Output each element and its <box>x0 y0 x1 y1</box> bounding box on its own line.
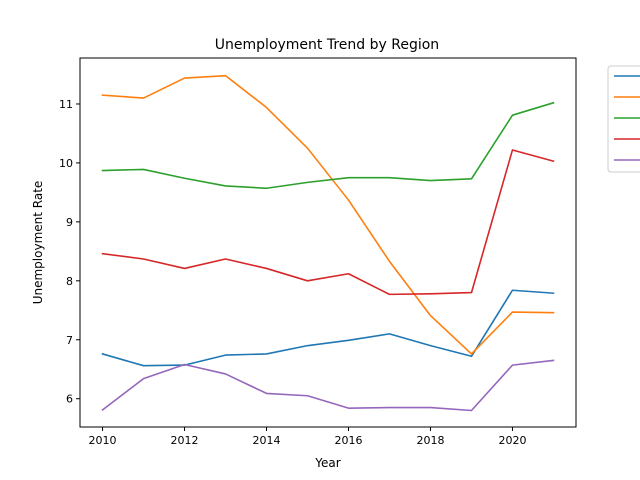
y-tick-label: 11 <box>59 98 73 111</box>
x-tick-label: 2020 <box>498 434 526 447</box>
x-tick-label: 2010 <box>89 434 117 447</box>
series-line-1 <box>101 289 555 367</box>
y-tick-label: 9 <box>66 216 73 229</box>
series-line-2 <box>101 74 555 355</box>
plot-area <box>79 57 577 428</box>
chart-title: Unemployment Trend by Region <box>215 37 439 53</box>
x-tick-label: 2018 <box>416 434 444 447</box>
series-line-5 <box>101 359 555 412</box>
y-tick-label: 7 <box>66 334 73 347</box>
y-axis: 6 7 8 9 10 11 <box>59 98 80 406</box>
x-axis: 2010 2012 2014 2016 2018 2020 <box>89 427 526 447</box>
series-line-3 <box>101 101 555 190</box>
x-tick-label: 2016 <box>334 434 362 447</box>
x-tick-label: 2014 <box>253 434 281 447</box>
x-axis-label: Year <box>314 456 340 470</box>
y-tick-label: 8 <box>66 275 73 288</box>
legend-box <box>607 65 640 173</box>
series-line-4 <box>101 149 555 296</box>
y-axis-label: Unemployment Rate <box>31 181 45 305</box>
y-tick-label: 6 <box>66 393 73 406</box>
y-tick-label: 10 <box>59 157 73 170</box>
plot-frame <box>79 57 577 428</box>
legend <box>607 65 640 173</box>
x-tick-label: 2012 <box>171 434 199 447</box>
series-group <box>101 74 555 412</box>
